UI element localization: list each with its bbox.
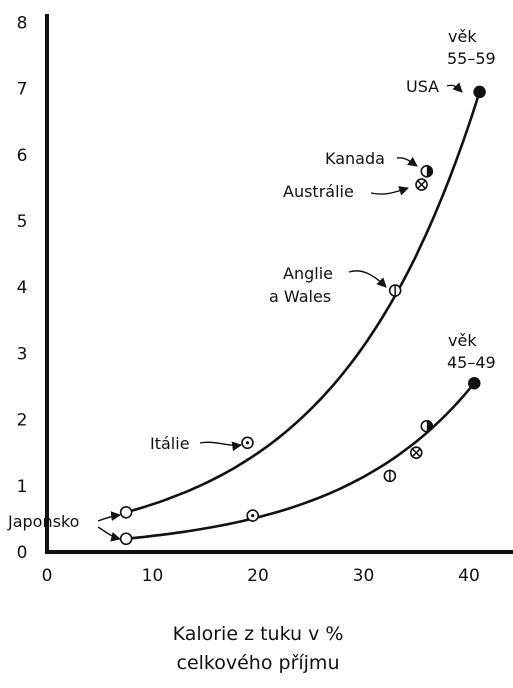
- annotation-anglie-line2: a Wales: [269, 287, 331, 306]
- annotation-japonsko: Japonsko: [7, 512, 79, 531]
- data-point-s1-austrálie: [409, 446, 423, 460]
- series-curve-1: [125, 382, 476, 541]
- data-point-s1-anglie-a-wales: [383, 469, 397, 483]
- series-label-55-59-line1: věk: [448, 27, 477, 46]
- data-point-s1-kanada: [420, 419, 434, 433]
- arrow-japonsko-lower: [97, 526, 121, 542]
- series-label-45-49-line2: 45–49: [447, 353, 496, 372]
- data-point-s0-austrálie: [415, 178, 428, 191]
- y-tick-label: 2: [17, 411, 28, 431]
- x-tick-label: 10: [142, 566, 164, 586]
- arrow-usa: [446, 82, 463, 93]
- arrow-japonsko-upper: [97, 511, 121, 522]
- y-tick-label: 3: [17, 344, 28, 364]
- data-point-s0-anglie-a-wales: [388, 284, 402, 297]
- annotation-usa: USA: [406, 77, 439, 96]
- y-tick-label: 1: [17, 477, 28, 497]
- series-label-45-49-line1: věk: [448, 331, 477, 350]
- annotations: věk 55–59 USA Kanada Austrálie Anglie a …: [7, 27, 496, 542]
- data-point-s0-japonsko: [119, 505, 133, 519]
- series-curve-0: [125, 91, 481, 514]
- arrow-australie: [370, 186, 409, 196]
- data-point-s1-itálie: [246, 509, 260, 522]
- annotation-italie: Itálie: [150, 434, 190, 453]
- data-point-s0-itálie: [241, 436, 254, 450]
- x-tick-label: 0: [42, 566, 53, 586]
- series-label-55-59-line2: 55–59: [447, 49, 496, 68]
- y-tick-label: 5: [17, 212, 28, 232]
- x-axis-label-line1: Kalorie z tuku v %: [173, 623, 344, 645]
- curves: [125, 91, 481, 541]
- x-tick-label: 30: [353, 566, 375, 586]
- axes: 0 1 2 3 4 5 6 7 8 0 10 20 30 40: [17, 13, 513, 586]
- arrow-anglie: [348, 270, 387, 288]
- data-point-s1-usa: [468, 376, 481, 390]
- y-tick-label: 6: [17, 146, 28, 166]
- annotation-kanada: Kanada: [325, 149, 385, 168]
- data-point-s0-kanada: [420, 165, 434, 178]
- data-point-s0-usa: [473, 85, 486, 99]
- arrow-italie: [199, 441, 242, 452]
- data-point-s1-japonsko: [119, 532, 133, 546]
- y-tick-label: 4: [17, 278, 28, 298]
- y-tick-label: 0: [17, 543, 28, 563]
- x-tick-label: 40: [458, 566, 480, 586]
- y-tick-label: 8: [17, 13, 28, 33]
- annotation-australie: Austrálie: [283, 182, 354, 201]
- arrow-kanada: [396, 156, 418, 167]
- data-points: [119, 85, 486, 546]
- annotation-anglie-line1: Anglie: [283, 264, 333, 283]
- x-axis-label-line2: celkového příjmu: [177, 652, 340, 674]
- y-tick-label: 7: [17, 80, 28, 100]
- x-tick-label: 20: [247, 566, 269, 586]
